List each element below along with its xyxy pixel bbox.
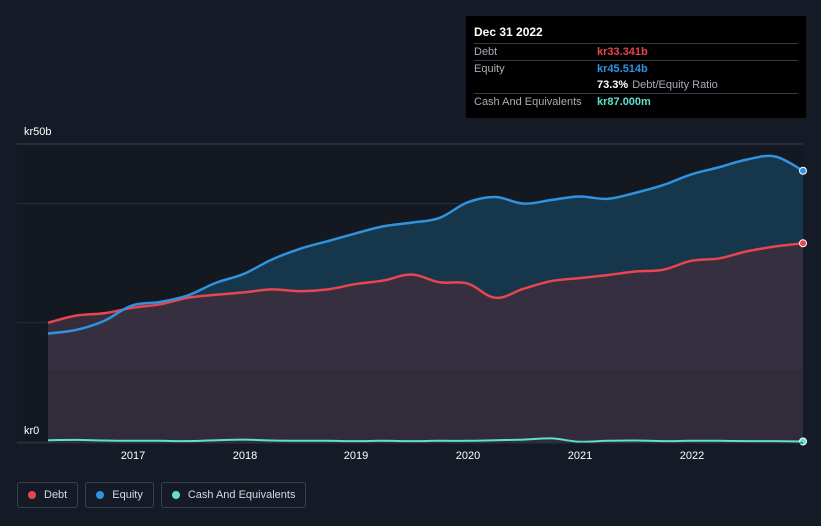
tooltip-row-ratio: 73.3% Debt/Equity Ratio: [474, 77, 798, 93]
legend-item-debt[interactable]: Debt: [17, 482, 79, 508]
tooltip-equity-value: kr45.514b: [597, 63, 648, 75]
tooltip-ratio-percent: 73.3%: [597, 79, 629, 91]
debt-area-shade: [48, 370, 803, 442]
debt-end-point: [799, 239, 807, 248]
x-tick-label: 2021: [567, 450, 593, 462]
y-axis-max-label: kr50b: [24, 126, 52, 138]
tooltip-debt-value: kr33.341b: [597, 46, 648, 58]
legend-item-cash[interactable]: Cash And Equivalents: [160, 482, 307, 508]
tooltip-ratio-label: Debt/Equity Ratio: [632, 79, 718, 91]
tooltip-row-equity: Equity kr45.514b: [474, 60, 798, 77]
x-tick-label: 2017: [120, 450, 146, 462]
cash-line: [47, 437, 804, 443]
y-axis-min-label: kr0: [24, 425, 40, 437]
debt-line: [47, 242, 804, 325]
debt-dot-icon: [28, 491, 36, 499]
debt-area: [48, 243, 803, 442]
cash-end-point: [799, 437, 807, 446]
tooltip-row-debt: Debt kr33.341b: [474, 43, 798, 60]
x-tick-label: 2019: [343, 450, 369, 462]
legend-item-equity[interactable]: Equity: [85, 482, 154, 508]
tooltip-date: Dec 31 2022: [474, 25, 543, 39]
x-tick-label: 2018: [232, 450, 258, 462]
tooltip-cash-label: Cash And Equivalents: [474, 96, 582, 108]
equity-dot-icon: [96, 491, 105, 499]
tooltip-panel: Dec 31 2022 Debt kr33.341b Equity kr45.5…: [466, 16, 806, 118]
tooltip-row-cash: Cash And Equivalents kr87.000m: [474, 93, 798, 110]
tooltip-debt-label: Debt: [474, 46, 498, 58]
legend-debt-label: Debt: [44, 489, 68, 501]
legend-equity-label: Equity: [112, 489, 143, 501]
x-tick-label: 2022: [679, 450, 705, 462]
tooltip-cash-value: kr87.000m: [597, 96, 651, 108]
x-tick-label: 2020: [455, 450, 481, 462]
cash-dot-icon: [171, 491, 180, 499]
tooltip-equity-label: Equity: [474, 63, 505, 75]
legend: Debt Equity Cash And Equivalents: [17, 482, 307, 508]
equity-end-point: [799, 166, 807, 175]
legend-cash-label: Cash And Equivalents: [187, 489, 296, 501]
equity-line: [47, 154, 804, 335]
